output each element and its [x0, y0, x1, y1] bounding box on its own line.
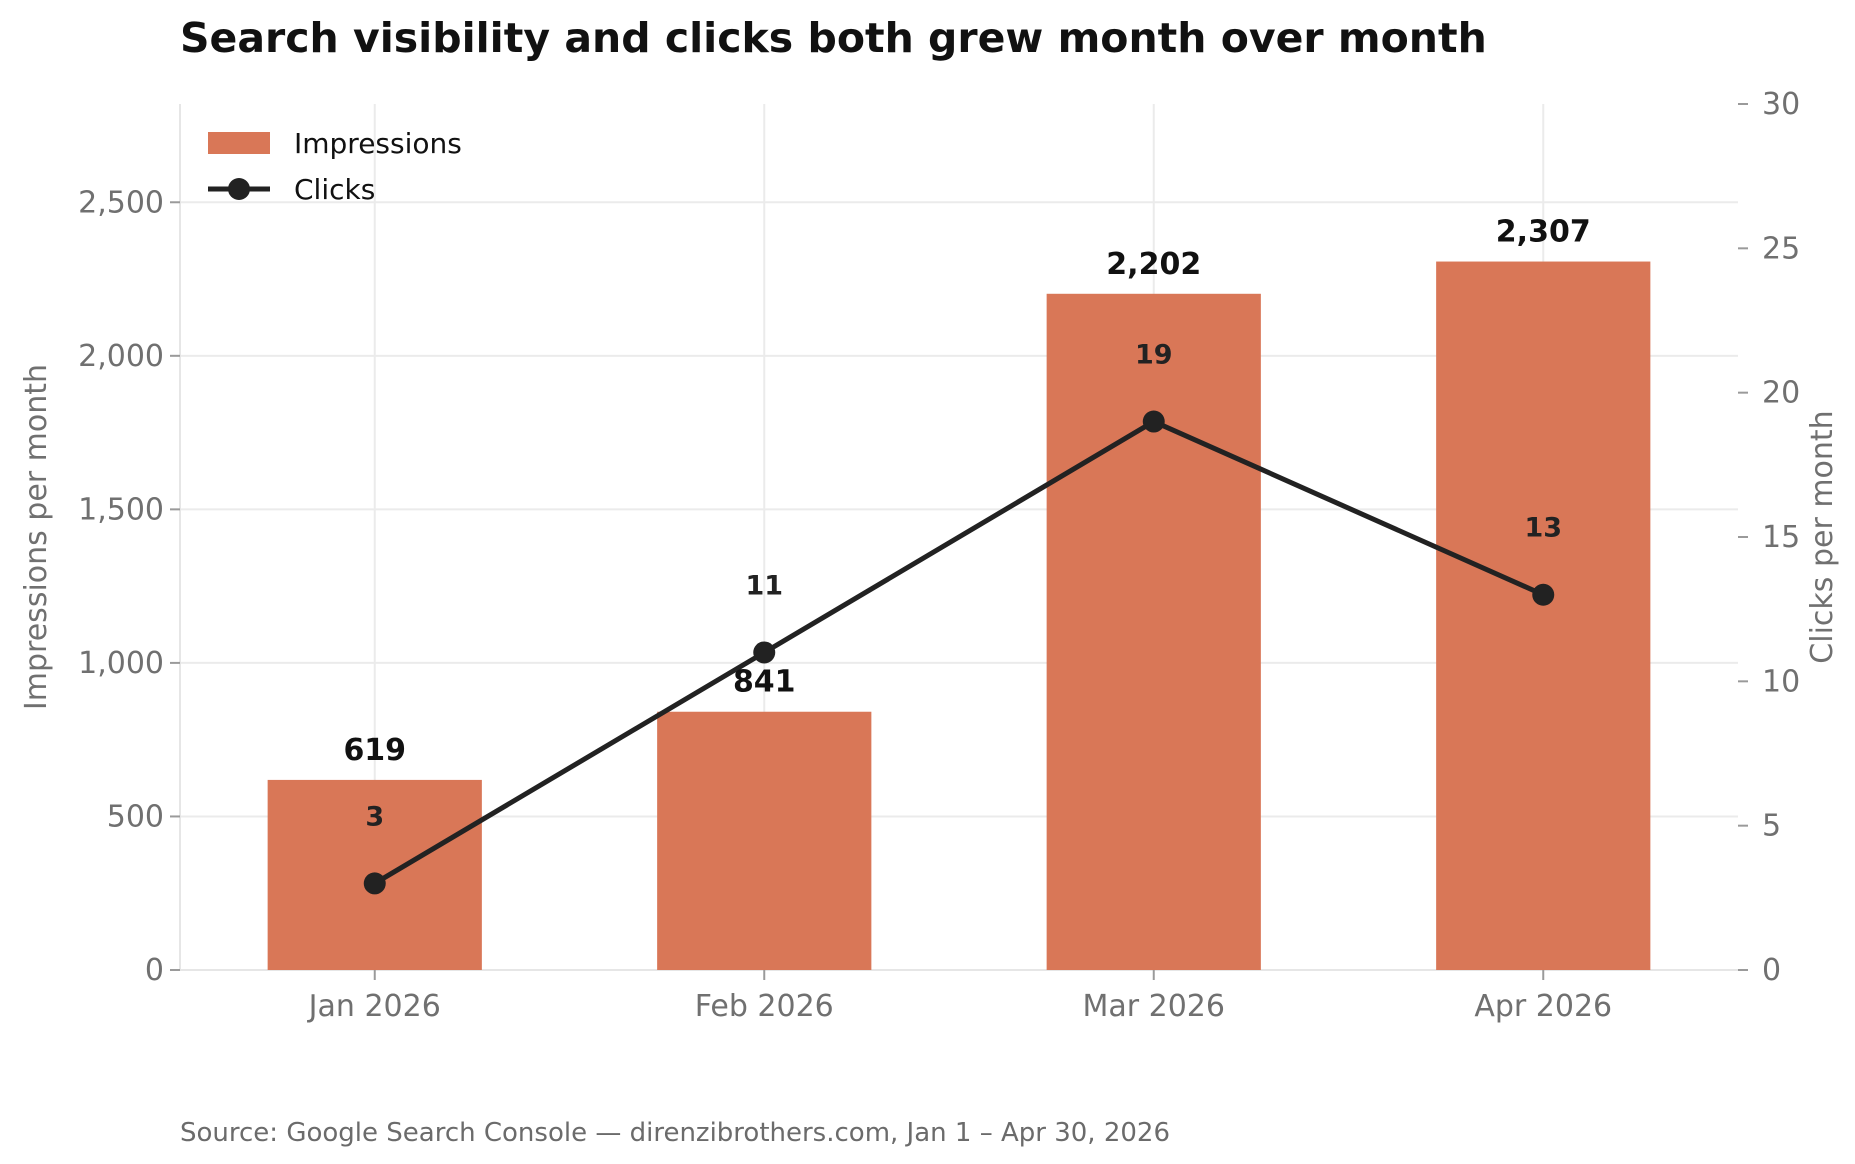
left-tick-label: 0 — [145, 953, 164, 988]
clicks-point — [1142, 410, 1165, 433]
left-tick-label: 500 — [107, 799, 164, 834]
right-tick-label: 5 — [1762, 809, 1781, 844]
left-tick-label: 1,000 — [78, 646, 164, 681]
impressions-bar — [1046, 293, 1261, 971]
x-tick-label: Apr 2026 — [1474, 989, 1612, 1024]
clicks-point — [1532, 583, 1555, 606]
left-tick-label: 2,500 — [78, 185, 164, 220]
right-tick-label: 15 — [1762, 520, 1800, 555]
clicks-point-label: 11 — [745, 570, 783, 601]
right-tick-label: 25 — [1762, 231, 1800, 266]
impressions-bar — [1436, 261, 1651, 970]
legend-swatch-impressions — [208, 132, 270, 154]
right-tick-label: 20 — [1762, 376, 1800, 411]
x-tick-label: Feb 2026 — [695, 989, 834, 1024]
left-axis-label: Impressions per month — [19, 364, 54, 710]
left-tick-label: 1,500 — [78, 492, 164, 527]
chart: 0 500 1,000 1,500 2,000 2,500 0 5 10 15 20 25 30 Jan … — [19, 87, 1840, 1024]
impressions-bar-label: 2,202 — [1106, 247, 1201, 282]
legend-label-impressions: Impressions — [294, 127, 462, 160]
clicks-point-label: 3 — [365, 801, 384, 832]
chart-title: Search visibility and clicks both grew m… — [180, 14, 1487, 62]
clicks-line — [363, 410, 1555, 895]
right-axis-label: Clicks per month — [1805, 410, 1840, 663]
impressions-bars — [267, 261, 1651, 971]
clicks-point — [753, 641, 776, 664]
legend-marker-clicks — [228, 178, 250, 200]
impressions-bar-label: 841 — [733, 665, 796, 700]
right-tick-label: 10 — [1762, 664, 1800, 699]
legend: Impressions Clicks — [208, 127, 462, 206]
impressions-bar-label: 2,307 — [1496, 215, 1591, 250]
clicks-point-label: 19 — [1135, 340, 1173, 371]
legend-label-clicks: Clicks — [294, 173, 375, 206]
data-labels: 619 841 2,202 2,307 3 11 19 13 — [343, 215, 1590, 833]
left-tick-label: 2,000 — [78, 339, 164, 374]
right-tick-label: 30 — [1762, 87, 1800, 122]
clicks-point — [363, 872, 386, 895]
right-tick-label: 0 — [1762, 953, 1781, 988]
axes: 0 500 1,000 1,500 2,000 2,500 0 5 10 15 20 25 30 Jan … — [19, 87, 1840, 1024]
chart-source: Source: Google Search Console — direnzib… — [180, 1118, 1170, 1148]
clicks-line-path — [373, 419, 1545, 886]
impressions-bar-label: 619 — [343, 733, 406, 768]
clicks-point-label: 13 — [1524, 513, 1562, 544]
x-tick-label: Mar 2026 — [1083, 989, 1226, 1024]
impressions-bar — [657, 711, 872, 970]
x-tick-label: Jan 2026 — [307, 989, 441, 1024]
